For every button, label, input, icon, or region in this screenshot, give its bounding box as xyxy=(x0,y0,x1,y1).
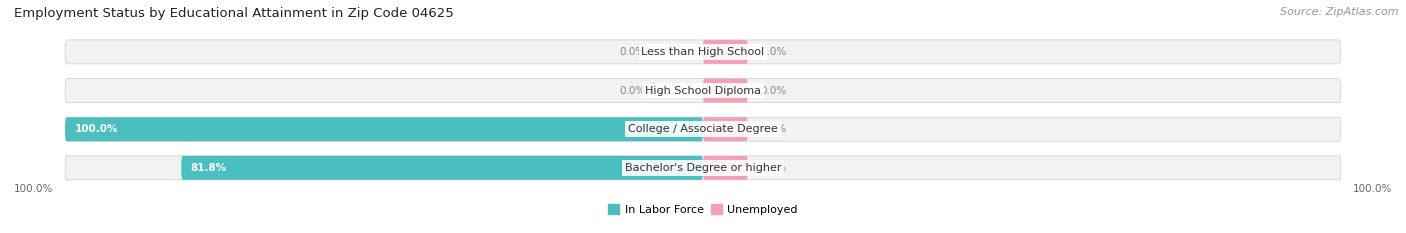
Text: 100.0%: 100.0% xyxy=(1353,184,1392,194)
Text: High School Diploma: High School Diploma xyxy=(645,86,761,96)
FancyBboxPatch shape xyxy=(65,156,1341,180)
FancyBboxPatch shape xyxy=(703,156,748,180)
FancyBboxPatch shape xyxy=(65,79,1341,103)
Text: Employment Status by Educational Attainment in Zip Code 04625: Employment Status by Educational Attainm… xyxy=(14,7,454,20)
FancyBboxPatch shape xyxy=(703,40,748,64)
FancyBboxPatch shape xyxy=(65,117,703,141)
Text: 0.0%: 0.0% xyxy=(761,124,787,134)
Legend: In Labor Force, Unemployed: In Labor Force, Unemployed xyxy=(609,204,797,215)
FancyBboxPatch shape xyxy=(65,117,1341,141)
FancyBboxPatch shape xyxy=(181,156,703,180)
Text: 0.0%: 0.0% xyxy=(761,47,787,57)
Text: 81.8%: 81.8% xyxy=(191,163,226,173)
FancyBboxPatch shape xyxy=(703,79,748,103)
Text: Bachelor's Degree or higher: Bachelor's Degree or higher xyxy=(624,163,782,173)
Text: 0.0%: 0.0% xyxy=(619,47,645,57)
Text: 0.0%: 0.0% xyxy=(761,86,787,96)
Text: 0.0%: 0.0% xyxy=(619,86,645,96)
Text: College / Associate Degree: College / Associate Degree xyxy=(628,124,778,134)
Text: 100.0%: 100.0% xyxy=(75,124,118,134)
Text: Less than High School: Less than High School xyxy=(641,47,765,57)
FancyBboxPatch shape xyxy=(703,117,748,141)
Text: 0.0%: 0.0% xyxy=(761,163,787,173)
Text: 100.0%: 100.0% xyxy=(14,184,53,194)
FancyBboxPatch shape xyxy=(65,40,1341,64)
Text: Source: ZipAtlas.com: Source: ZipAtlas.com xyxy=(1281,7,1399,17)
